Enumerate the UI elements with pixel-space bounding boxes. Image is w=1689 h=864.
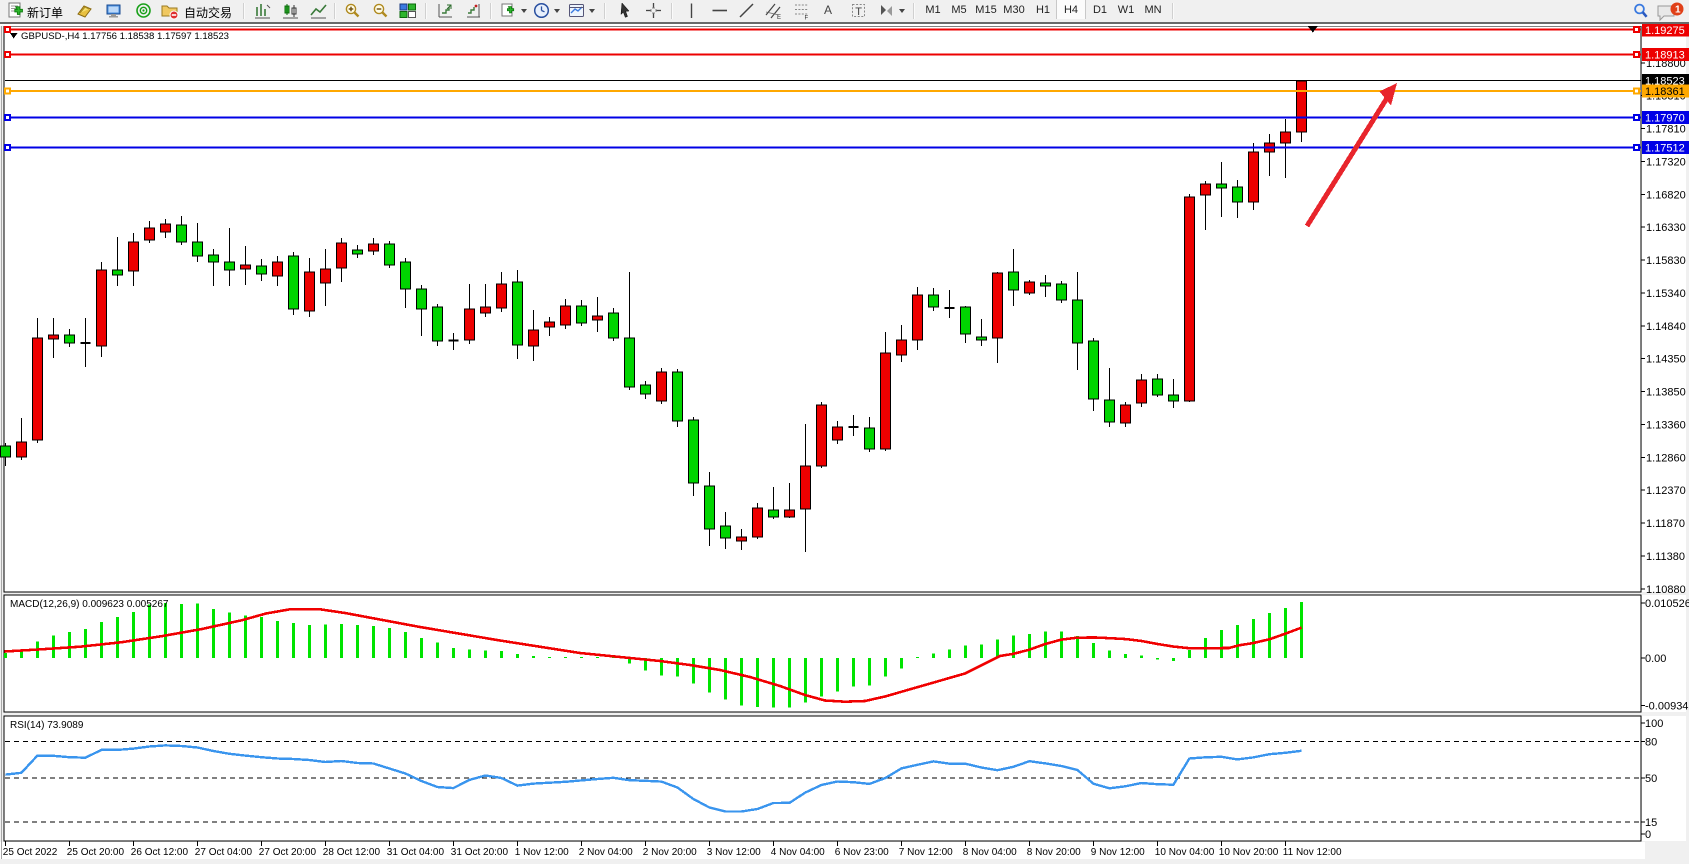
svg-text:MACD(12,26,9) 0.009623 0.00526: MACD(12,26,9) 0.009623 0.005267 xyxy=(10,599,169,610)
svg-text:1.17810: 1.17810 xyxy=(1646,124,1686,136)
svg-text:7 Nov 12:00: 7 Nov 12:00 xyxy=(899,847,953,858)
svg-text:31 Oct 04:00: 31 Oct 04:00 xyxy=(387,847,445,858)
svg-text:3 Nov 12:00: 3 Nov 12:00 xyxy=(707,847,761,858)
svg-text:10 Nov 04:00: 10 Nov 04:00 xyxy=(1155,847,1215,858)
svg-text:2 Nov 04:00: 2 Nov 04:00 xyxy=(579,847,633,858)
svg-text:1.16330: 1.16330 xyxy=(1646,222,1686,234)
svg-text:F: F xyxy=(805,16,809,21)
svg-text:27 Oct 04:00: 27 Oct 04:00 xyxy=(195,847,253,858)
svg-text:0.010526: 0.010526 xyxy=(1645,598,1689,610)
svg-text:26 Oct 12:00: 26 Oct 12:00 xyxy=(131,847,189,858)
svg-text:9 Nov 12:00: 9 Nov 12:00 xyxy=(1091,847,1145,858)
svg-text:15: 15 xyxy=(1645,817,1657,829)
svg-text:GBPUSD-,H4 1.17756 1.18538 1.: GBPUSD-,H4 1.17756 1.18538 1.17597 1.185… xyxy=(21,31,229,42)
svg-text:11 Nov 12:00: 11 Nov 12:00 xyxy=(1283,847,1342,858)
svg-text:80: 80 xyxy=(1645,737,1657,749)
svg-text:1: 1 xyxy=(1675,5,1681,16)
svg-text:1.17970: 1.17970 xyxy=(1645,113,1685,125)
svg-text:1.11380: 1.11380 xyxy=(1646,551,1685,563)
svg-text:8 Nov 20:00: 8 Nov 20:00 xyxy=(1027,847,1081,858)
svg-text:1.14350: 1.14350 xyxy=(1646,354,1686,366)
svg-text:1.17320: 1.17320 xyxy=(1646,156,1686,168)
svg-text:T: T xyxy=(855,6,862,18)
svg-text:25 Oct 2022: 25 Oct 2022 xyxy=(3,847,58,858)
svg-text:-0.009342: -0.009342 xyxy=(1645,701,1689,713)
svg-text:1.16820: 1.16820 xyxy=(1646,190,1686,202)
svg-text:25 Oct 20:00: 25 Oct 20:00 xyxy=(67,847,125,858)
svg-text:1.19275: 1.19275 xyxy=(1645,25,1685,37)
svg-text:1 Nov 12:00: 1 Nov 12:00 xyxy=(515,847,569,858)
svg-text:31 Oct 20:00: 31 Oct 20:00 xyxy=(451,847,509,858)
svg-text:1.15830: 1.15830 xyxy=(1646,255,1686,267)
svg-text:6 Nov 23:00: 6 Nov 23:00 xyxy=(835,847,889,858)
svg-text:E: E xyxy=(777,15,781,20)
svg-text:28 Oct 12:00: 28 Oct 12:00 xyxy=(323,847,381,858)
svg-text:1.12860: 1.12860 xyxy=(1646,453,1686,465)
svg-text:50: 50 xyxy=(1645,773,1657,785)
svg-text:1.18361: 1.18361 xyxy=(1645,86,1685,98)
svg-text:27 Oct 20:00: 27 Oct 20:00 xyxy=(259,847,317,858)
svg-text:1.10880: 1.10880 xyxy=(1646,584,1686,596)
svg-text:4 Nov 04:00: 4 Nov 04:00 xyxy=(771,847,825,858)
svg-text:0.00: 0.00 xyxy=(1645,653,1666,665)
svg-text:100: 100 xyxy=(1645,718,1663,730)
svg-text:1.11870: 1.11870 xyxy=(1646,518,1685,530)
svg-text:10 Nov 20:00: 10 Nov 20:00 xyxy=(1219,847,1279,858)
svg-text:1.12370: 1.12370 xyxy=(1646,485,1686,497)
svg-text:1.15340: 1.15340 xyxy=(1646,288,1686,300)
svg-text:RSI(14) 73.9089: RSI(14) 73.9089 xyxy=(10,720,84,731)
svg-text:1.18913: 1.18913 xyxy=(1645,50,1685,62)
svg-text:1.17512: 1.17512 xyxy=(1645,143,1685,155)
svg-text:1.14840: 1.14840 xyxy=(1646,321,1686,333)
svg-text:1.13360: 1.13360 xyxy=(1646,419,1686,431)
svg-text:8 Nov 04:00: 8 Nov 04:00 xyxy=(963,847,1017,858)
svg-text:0: 0 xyxy=(1645,829,1651,841)
svg-text:1.13850: 1.13850 xyxy=(1646,387,1686,399)
svg-text:2 Nov 20:00: 2 Nov 20:00 xyxy=(643,847,697,858)
